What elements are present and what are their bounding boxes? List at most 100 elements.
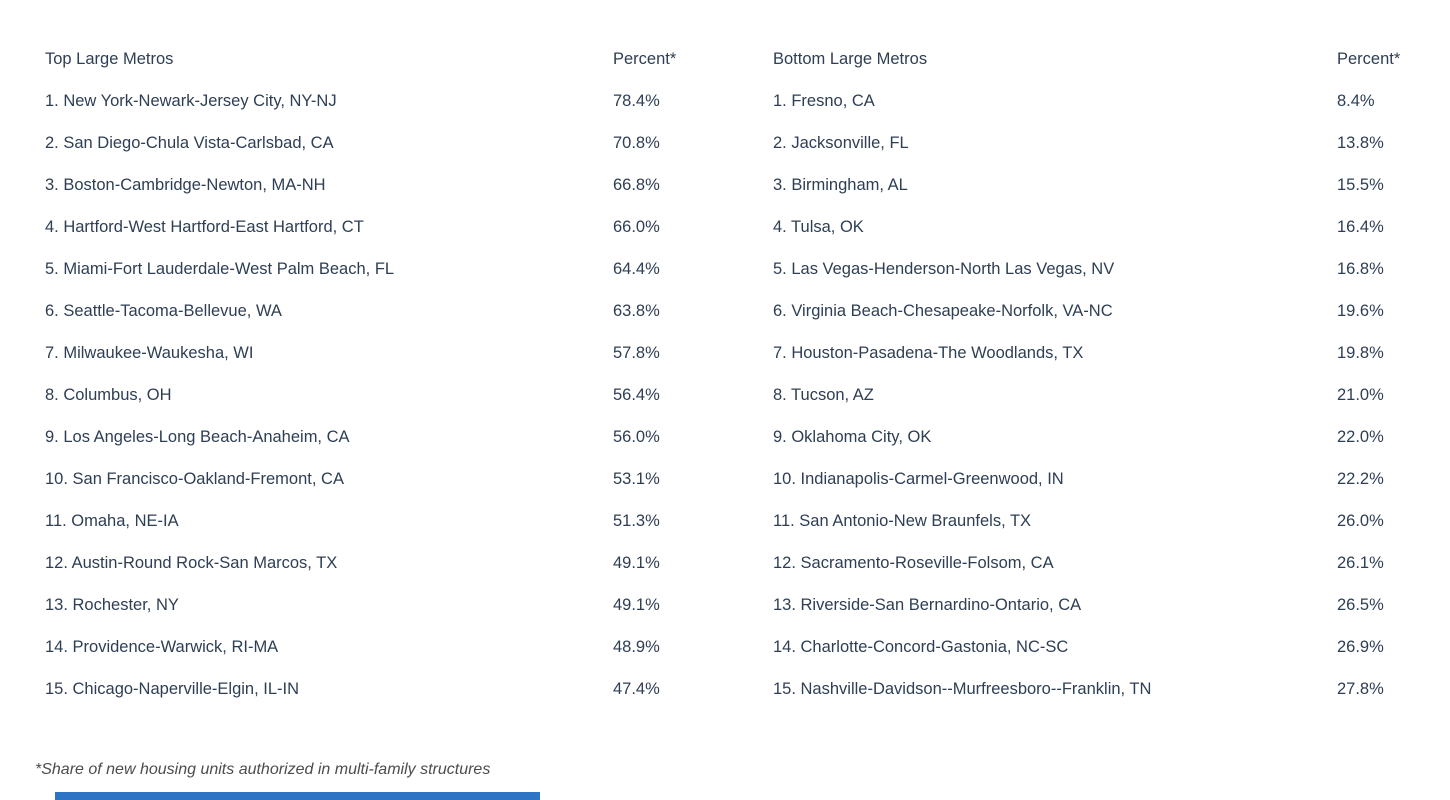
metro-label: 6. Seattle-Tacoma-Bellevue, WA <box>45 301 282 320</box>
metro-label: 15. Nashville-Davidson--Murfreesboro--Fr… <box>773 679 1152 698</box>
table-header-row: Top Large Metros Percent* <box>45 38 705 80</box>
table-body: 1. New York-Newark-Jersey City, NY-NJ 78.… <box>45 80 705 710</box>
metro-label: 9. Oklahoma City, OK <box>773 427 932 446</box>
table-row: 9. Los Angeles-Long Beach-Anaheim, CA 56.… <box>45 416 705 458</box>
percent-value: 78.4% <box>613 91 660 110</box>
percent-value: 53.1% <box>613 469 660 488</box>
footnote: *Share of new housing units authorized i… <box>35 761 491 778</box>
table-row: 2. Jacksonville, FL 13.8% <box>773 122 1423 164</box>
percent-value: 66.0% <box>613 217 660 236</box>
percent-value: 15.5% <box>1337 175 1384 194</box>
percent-value: 57.8% <box>613 343 660 362</box>
table-row: 12. Sacramento-Roseville-Folsom, CA 26.1% <box>773 542 1423 584</box>
table-row: 4. Tulsa, OK 16.4% <box>773 206 1423 248</box>
percent-value: 13.8% <box>1337 133 1384 152</box>
percent-value: 49.1% <box>613 595 660 614</box>
metro-label: 8. Tucson, AZ <box>773 385 874 404</box>
table-row: 11. San Antonio-New Braunfels, TX 26.0% <box>773 500 1423 542</box>
metro-label: 5. Miami-Fort Lauderdale-West Palm Beach… <box>45 259 395 278</box>
table-row: 8. Columbus, OH 56.4% <box>45 374 705 416</box>
table-row: 10. San Francisco-Oakland-Fremont, CA 53.… <box>45 458 705 500</box>
metro-label: 11. San Antonio-New Braunfels, TX <box>773 511 1032 530</box>
percent-value: 27.8% <box>1337 679 1384 698</box>
percent-value: 26.1% <box>1337 553 1384 572</box>
percent-value: 56.4% <box>613 385 660 404</box>
percent-value: 47.4% <box>613 679 660 698</box>
metro-label: 6. Virginia Beach-Chesapeake-Norfolk, VA… <box>773 301 1113 320</box>
table-row: 6. Seattle-Tacoma-Bellevue, WA 63.8% <box>45 290 705 332</box>
percent-value: 66.8% <box>613 175 660 194</box>
percent-value: 22.2% <box>1337 469 1384 488</box>
accent-bar <box>55 792 540 800</box>
table-row: 1. New York-Newark-Jersey City, NY-NJ 78.… <box>45 80 705 122</box>
metro-label: 7. Milwaukee-Waukesha, WI <box>45 343 254 362</box>
metro-label: 12. Sacramento-Roseville-Folsom, CA <box>773 553 1054 572</box>
percent-value: 26.0% <box>1337 511 1384 530</box>
metro-label: 12. Austin-Round Rock-San Marcos, TX <box>45 553 338 572</box>
percent-value: 26.9% <box>1337 637 1384 656</box>
table-title: Bottom Large Metros <box>773 49 928 68</box>
percent-value: 51.3% <box>613 511 660 530</box>
percent-column-header: Percent* <box>613 49 677 68</box>
table-row: 14. Charlotte-Concord-Gastonia, NC-SC 26.… <box>773 626 1423 668</box>
table-row: 15. Chicago-Naperville-Elgin, IL-IN 47.4% <box>45 668 705 710</box>
metro-label: 8. Columbus, OH <box>45 385 172 404</box>
percent-value: 16.8% <box>1337 259 1384 278</box>
metro-label: 14. Providence-Warwick, RI-MA <box>45 637 279 656</box>
percent-value: 48.9% <box>613 637 660 656</box>
metro-label: 1. New York-Newark-Jersey City, NY-NJ <box>45 91 337 110</box>
table-row: 3. Boston-Cambridge-Newton, MA-NH 66.8% <box>45 164 705 206</box>
metro-label: 11. Omaha, NE-IA <box>45 511 179 530</box>
table-row: 10. Indianapolis-Carmel-Greenwood, IN 22.… <box>773 458 1423 500</box>
metro-label: 1. Fresno, CA <box>773 91 875 110</box>
metro-label: 3. Boston-Cambridge-Newton, MA-NH <box>45 175 326 194</box>
percent-value: 19.6% <box>1337 301 1384 320</box>
table-row: 13. Riverside-San Bernardino-Ontario, CA… <box>773 584 1423 626</box>
metro-label: 4. Hartford-West Hartford-East Hartford,… <box>45 217 364 236</box>
metro-label: 2. Jacksonville, FL <box>773 133 909 152</box>
metro-label: 14. Charlotte-Concord-Gastonia, NC-SC <box>773 637 1069 656</box>
percent-value: 26.5% <box>1337 595 1384 614</box>
metro-label: 7. Houston-Pasadena-The Woodlands, TX <box>773 343 1084 362</box>
table-body: 1. Fresno, CA 8.4% 2. Jacksonville, FL 13.8… <box>773 80 1423 710</box>
percent-value: 56.0% <box>613 427 660 446</box>
percent-value: 22.0% <box>1337 427 1384 446</box>
percent-value: 21.0% <box>1337 385 1384 404</box>
metro-label: 4. Tulsa, OK <box>773 217 864 236</box>
metro-label: 2. San Diego-Chula Vista-Carlsbad, CA <box>45 133 334 152</box>
table-row: 12. Austin-Round Rock-San Marcos, TX 49.1… <box>45 542 705 584</box>
percent-value: 64.4% <box>613 259 660 278</box>
metro-label: 13. Rochester, NY <box>45 595 179 614</box>
table-row: 7. Milwaukee-Waukesha, WI 57.8% <box>45 332 705 374</box>
percent-value: 49.1% <box>613 553 660 572</box>
table-row: 5. Las Vegas-Henderson-North Las Vegas, … <box>773 248 1423 290</box>
table-header-row: Bottom Large Metros Percent* <box>773 38 1423 80</box>
metro-label: 10. Indianapolis-Carmel-Greenwood, IN <box>773 469 1064 488</box>
table-row: 14. Providence-Warwick, RI-MA 48.9% <box>45 626 705 668</box>
table-row: 5. Miami-Fort Lauderdale-West Palm Beach… <box>45 248 705 290</box>
table-row: 4. Hartford-West Hartford-East Hartford,… <box>45 206 705 248</box>
table-row: 8. Tucson, AZ 21.0% <box>773 374 1423 416</box>
bottom-large-metros-table: Bottom Large Metros Percent* 1. Fresno, … <box>773 38 1423 710</box>
metro-label: 10. San Francisco-Oakland-Fremont, CA <box>45 469 344 488</box>
percent-value: 63.8% <box>613 301 660 320</box>
metro-label: 15. Chicago-Naperville-Elgin, IL-IN <box>45 679 300 698</box>
percent-value: 19.8% <box>1337 343 1384 362</box>
table-title: Top Large Metros <box>45 49 174 68</box>
metro-label: 9. Los Angeles-Long Beach-Anaheim, CA <box>45 427 350 446</box>
table-row: 13. Rochester, NY 49.1% <box>45 584 705 626</box>
table-row: 15. Nashville-Davidson--Murfreesboro--Fr… <box>773 668 1423 710</box>
table-row: 2. San Diego-Chula Vista-Carlsbad, CA 70.… <box>45 122 705 164</box>
metro-label: 5. Las Vegas-Henderson-North Las Vegas, … <box>773 259 1115 278</box>
metro-label: 13. Riverside-San Bernardino-Ontario, CA <box>773 595 1082 614</box>
table-row: 9. Oklahoma City, OK 22.0% <box>773 416 1423 458</box>
percent-column-header: Percent* <box>1337 49 1401 68</box>
table-row: 3. Birmingham, AL 15.5% <box>773 164 1423 206</box>
table-row: 6. Virginia Beach-Chesapeake-Norfolk, VA… <box>773 290 1423 332</box>
metro-label: 3. Birmingham, AL <box>773 175 908 194</box>
percent-value: 16.4% <box>1337 217 1384 236</box>
top-large-metros-table: Top Large Metros Percent* 1. New York-Ne… <box>45 38 705 710</box>
table-row: 11. Omaha, NE-IA 51.3% <box>45 500 705 542</box>
table-row: 1. Fresno, CA 8.4% <box>773 80 1423 122</box>
